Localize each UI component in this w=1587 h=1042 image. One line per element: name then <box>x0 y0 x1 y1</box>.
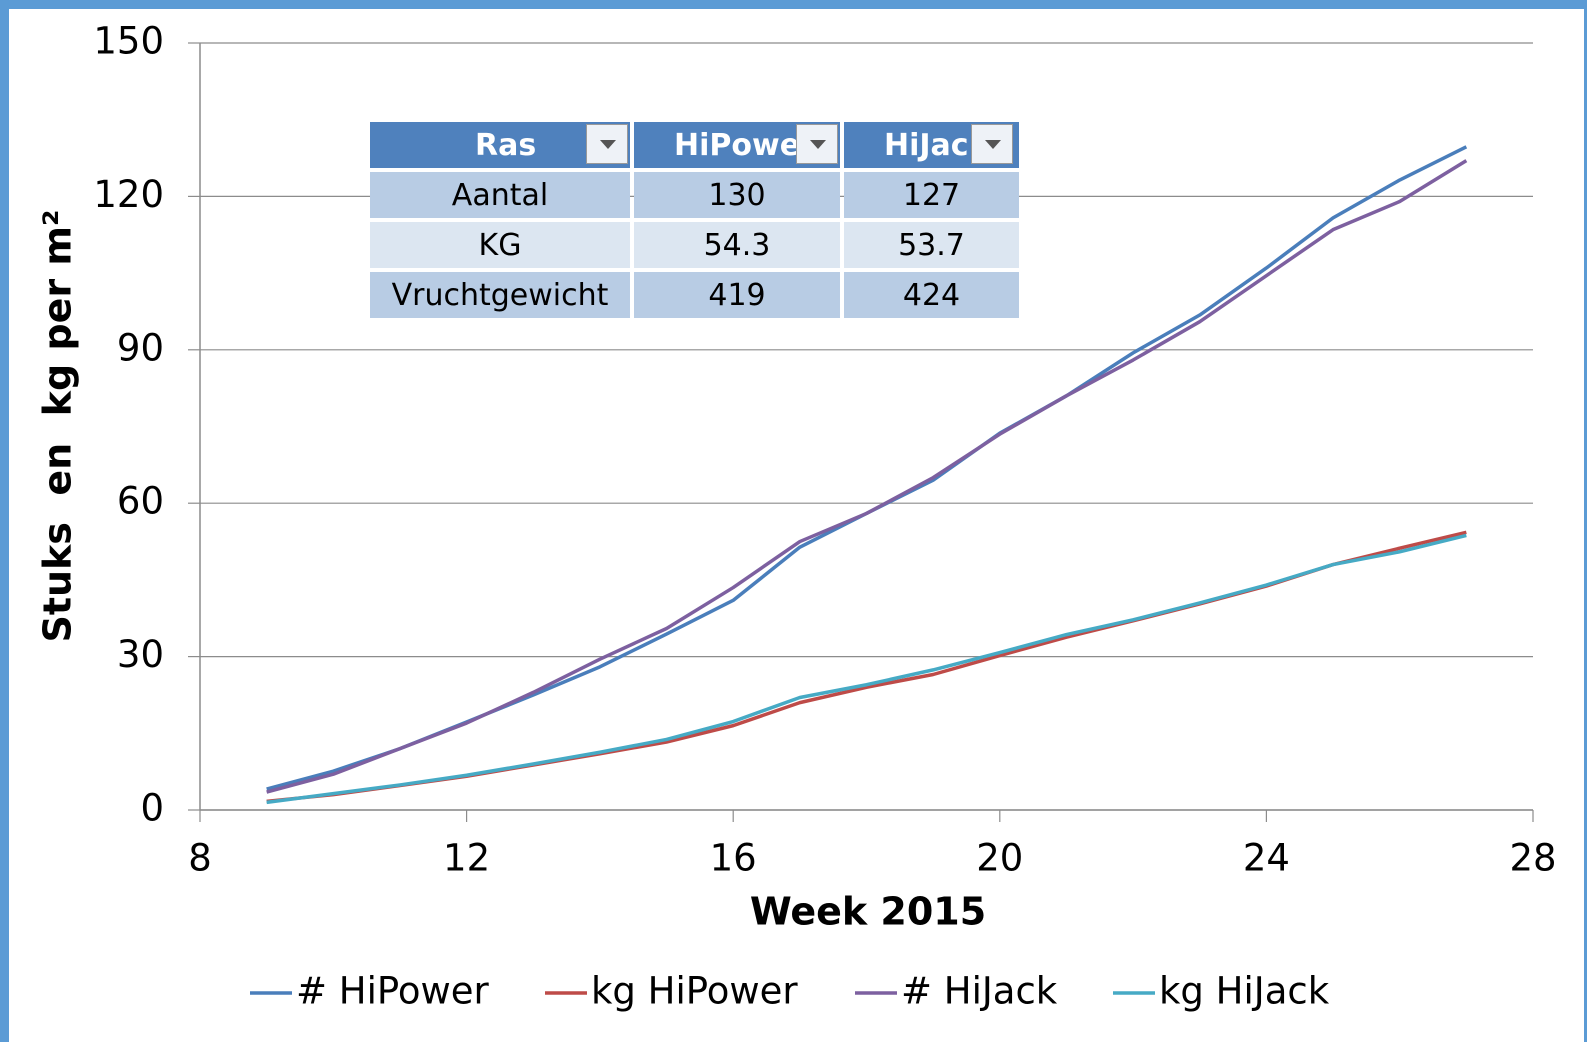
x-tick-label: 20 <box>976 837 1023 880</box>
table-row: Vruchtgewicht 419 424 <box>370 272 1019 318</box>
header-cell[interactable]: Ras <box>370 122 630 168</box>
cell: 127 <box>844 172 1019 218</box>
cell: Vruchtgewicht <box>370 272 630 318</box>
cell: 54.3 <box>634 222 840 268</box>
x-axis-title: Week 2015 <box>750 890 986 934</box>
table-row: Aantal 130 127 <box>370 172 1019 218</box>
legend-label: # HiPower <box>296 970 490 1013</box>
header-text: HiPowe <box>674 127 801 163</box>
dropdown[interactable] <box>796 124 838 164</box>
dropdown[interactable] <box>971 124 1013 164</box>
series-line <box>266 159 1468 794</box>
header-cell[interactable]: HiJac <box>844 122 1019 168</box>
table-header: Ras HiPowe HiJac <box>370 122 1019 168</box>
y-tick-label: 150 <box>93 20 164 63</box>
series-line <box>266 530 1467 804</box>
x-tick-label: 24 <box>1243 837 1290 880</box>
cell: 424 <box>844 272 1019 318</box>
legend-label: # HiJack <box>901 970 1058 1013</box>
x-tick-label: 28 <box>1509 837 1556 880</box>
y-tick-label: 120 <box>93 173 164 216</box>
cell: Aantal <box>370 172 630 218</box>
y-tick-label: 60 <box>117 480 164 523</box>
header-text: HiJac <box>884 127 969 163</box>
summary-table: Ras HiPowe HiJac Aantal 130 127 KG 54.3 … <box>366 118 1023 322</box>
series-line <box>266 533 1467 805</box>
x-tick-label: 16 <box>710 837 757 880</box>
dropdown[interactable] <box>586 124 628 164</box>
cell: 53.7 <box>844 222 1019 268</box>
cell: 130 <box>634 172 840 218</box>
x-tick-label: 12 <box>443 837 490 880</box>
y-tick-label: 30 <box>117 633 164 676</box>
legend-label: kg HiJack <box>1159 970 1330 1013</box>
header-text: Ras <box>475 127 537 163</box>
legend-label: kg HiPower <box>591 970 798 1013</box>
y-tick-label: 90 <box>117 326 164 369</box>
y-tick-label: 0 <box>140 787 164 830</box>
cell: KG <box>370 222 630 268</box>
header-cell[interactable]: HiPowe <box>634 122 840 168</box>
y-axis-title: Stuks en kg per m² <box>36 209 80 642</box>
x-tick-label: 8 <box>188 837 212 880</box>
table-row: KG 54.3 53.7 <box>370 222 1019 268</box>
cell: 419 <box>634 272 840 318</box>
